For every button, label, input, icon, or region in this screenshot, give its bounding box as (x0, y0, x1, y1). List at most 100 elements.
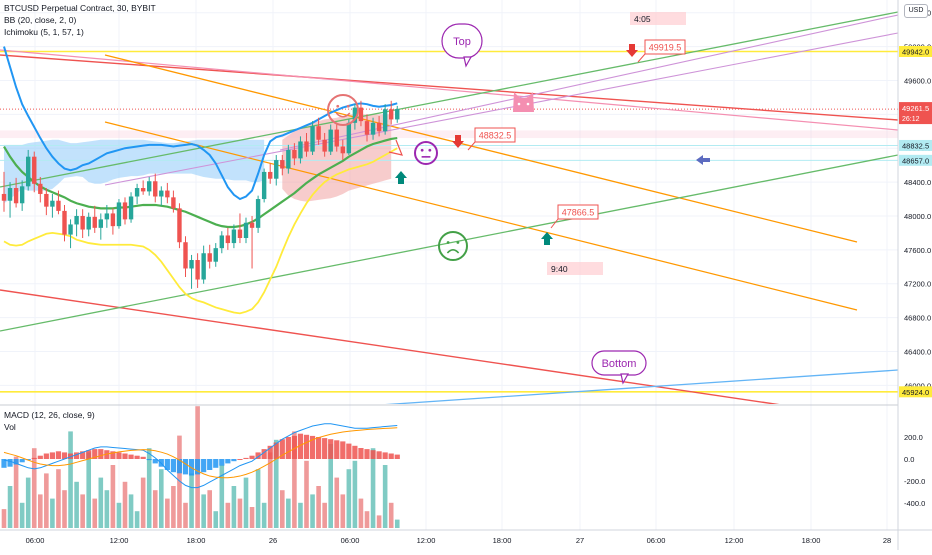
macd-hist-bar (104, 450, 110, 459)
time-box-b-text: 9:40 (551, 264, 568, 274)
candle-body (280, 160, 285, 169)
price-tag-1-bg (899, 139, 932, 151)
sad-face-mouth (446, 249, 460, 254)
macd-hist-bar (273, 442, 279, 459)
macd-hist-bar (176, 459, 183, 474)
trend-lines[interactable] (0, 11, 898, 407)
macd-hist-bar (328, 439, 334, 459)
macd-hist-bar (213, 459, 219, 468)
macd-hist-bar (207, 459, 213, 470)
macd-axis[interactable]: 200.0 0.0 -200.0 -400.0 (904, 433, 925, 508)
macd-hist-bar (237, 459, 243, 460)
volume-bar (394, 519, 400, 528)
volume-bar (74, 481, 79, 528)
candle-body (304, 141, 309, 152)
volume-bar (310, 494, 315, 528)
volume-bar (213, 511, 219, 528)
macd-hist-bar (80, 451, 86, 459)
happy-face-ring (327, 94, 359, 126)
macd-hist-bar (279, 439, 285, 459)
candle-body (346, 122, 352, 154)
time-tick-label: 18:00 (493, 536, 512, 545)
macd-hist-bar (67, 453, 74, 459)
bb-lower-line (3, 147, 398, 315)
candle-body (213, 248, 218, 262)
macd-signal-line (3, 427, 398, 479)
happy-face-mouth (335, 112, 351, 118)
macd-hist-bar (285, 437, 291, 459)
candle-body (219, 235, 224, 249)
volume-bar (134, 511, 140, 528)
candle-body (183, 242, 188, 269)
volume-bar (243, 477, 249, 528)
volume-bar (183, 502, 188, 528)
candle-body (382, 109, 388, 132)
macd-hist-bar (128, 454, 134, 459)
volume-bar (44, 473, 49, 528)
candle-body (370, 122, 376, 135)
macd-line (3, 423, 398, 489)
volume-bar (280, 490, 285, 528)
cat-eye-right (526, 102, 530, 106)
volume-bar (376, 515, 382, 528)
annotation-48832-pointer (467, 141, 476, 151)
volume-bar (146, 448, 152, 528)
candle-body (340, 146, 345, 154)
price-tick-label: 49600.0 (904, 76, 931, 85)
time-tick-label: 06:00 (26, 536, 45, 545)
price-tick-label: 47600.0 (904, 246, 931, 255)
macd-hist-bar (370, 450, 376, 459)
macd-hist-bar (1, 459, 7, 468)
volume-bar (165, 498, 170, 528)
time-tick-label: 06:00 (341, 536, 360, 545)
price-tag-3-bg (899, 386, 932, 398)
macd-tick-label: 0.0 (904, 455, 914, 464)
candle-body (268, 171, 273, 179)
macd-hist-bar (352, 445, 358, 459)
drawing-marks[interactable]: Top Bottom 49919.5 48832.5 47866.5 4:05 9:40 (327, 12, 710, 385)
time-tick-label: 06:00 (647, 536, 666, 545)
price-tags: 49942.0 48832.5 48657.0 45924.0 49261.5 26:12 (899, 45, 932, 398)
volume-bar (92, 498, 98, 528)
time-tick-label: 12:00 (725, 536, 744, 545)
macd-hist-bar (309, 435, 316, 459)
left-arrow-marker (696, 155, 710, 165)
symbol-title[interactable]: BTCUSD Perpetual Contract, 30, BYBIT (4, 3, 156, 13)
horizontal-lines (0, 50, 898, 393)
candle-body (237, 229, 243, 238)
candle-body (1, 193, 7, 201)
volume-bar (382, 465, 388, 528)
price-tick-label: 47200.0 (904, 280, 931, 289)
macd-tick-label: -200.0 (904, 477, 925, 486)
macd-hist-bar (394, 454, 400, 459)
candle-body (153, 181, 158, 197)
candle-body (316, 126, 321, 140)
volume-bar (152, 490, 158, 528)
macd-hist-bar (146, 459, 152, 461)
indicator-bb-label[interactable]: BB (20, close, 2, 0) (4, 15, 77, 25)
price-axis[interactable]: 50400.050000.049600.049200.048800.048400… (904, 9, 931, 391)
violet-trend-lower (104, 32, 898, 186)
time-tick-label: 28 (883, 536, 891, 545)
macd-hist-bar (122, 453, 128, 459)
indicator-ichimoku-label[interactable]: Ichimoku (5, 1, 57, 1) (4, 27, 84, 37)
candle-body (44, 193, 49, 207)
volume-bar (298, 502, 303, 528)
currency-badge[interactable]: USD (904, 4, 928, 18)
indicator-macd-label[interactable]: MACD (12, 26, close, 9) (4, 410, 95, 420)
price-tick-label: 48400.0 (904, 178, 931, 187)
candle-body (195, 260, 200, 280)
indicator-vol-label[interactable]: Vol (4, 422, 16, 432)
candle-body (189, 260, 194, 269)
cloud-bullish (4, 139, 265, 204)
macd-hist-bar (13, 459, 19, 465)
price-tick-label: 46000.0 (904, 381, 931, 390)
annotation-49919-pointer (637, 53, 646, 63)
volume-bar (346, 469, 352, 528)
volume-bar (364, 511, 370, 528)
volume-bar (388, 502, 394, 528)
volume-bar (292, 431, 297, 528)
time-axis[interactable]: 06:00 12:00 18:00 26 06:00 12:00 18:00 27 06:00 1… (26, 536, 892, 545)
